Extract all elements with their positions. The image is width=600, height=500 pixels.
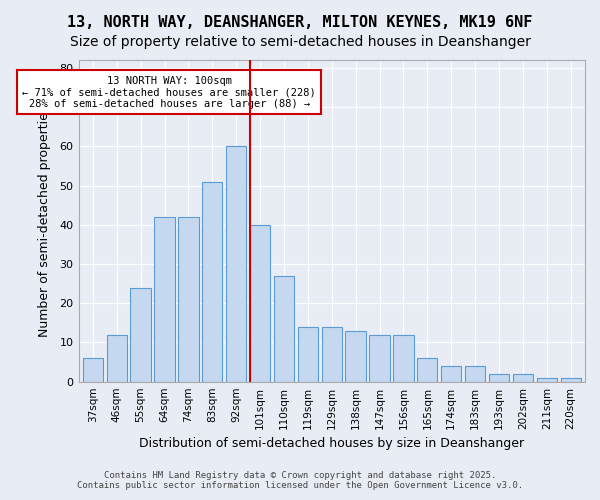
Bar bbox=[417, 358, 437, 382]
Bar bbox=[178, 217, 199, 382]
Bar bbox=[322, 327, 342, 382]
Text: 13 NORTH WAY: 100sqm
← 71% of semi-detached houses are smaller (228)
28% of semi: 13 NORTH WAY: 100sqm ← 71% of semi-detac… bbox=[22, 76, 316, 109]
Bar bbox=[250, 225, 270, 382]
Text: 13, NORTH WAY, DEANSHANGER, MILTON KEYNES, MK19 6NF: 13, NORTH WAY, DEANSHANGER, MILTON KEYNE… bbox=[67, 15, 533, 30]
Bar bbox=[107, 334, 127, 382]
Bar bbox=[489, 374, 509, 382]
Bar bbox=[346, 330, 366, 382]
Bar bbox=[130, 288, 151, 382]
X-axis label: Distribution of semi-detached houses by size in Deanshanger: Distribution of semi-detached houses by … bbox=[139, 437, 524, 450]
Bar bbox=[441, 366, 461, 382]
Bar bbox=[393, 334, 413, 382]
Bar bbox=[370, 334, 389, 382]
Bar bbox=[202, 182, 223, 382]
Bar bbox=[226, 146, 247, 382]
Text: Contains HM Land Registry data © Crown copyright and database right 2025.
Contai: Contains HM Land Registry data © Crown c… bbox=[77, 470, 523, 490]
Bar bbox=[536, 378, 557, 382]
Y-axis label: Number of semi-detached properties: Number of semi-detached properties bbox=[38, 105, 51, 336]
Text: Size of property relative to semi-detached houses in Deanshanger: Size of property relative to semi-detach… bbox=[70, 35, 530, 49]
Bar bbox=[560, 378, 581, 382]
Bar bbox=[298, 327, 318, 382]
Bar bbox=[465, 366, 485, 382]
Bar bbox=[513, 374, 533, 382]
Bar bbox=[274, 276, 294, 382]
Bar bbox=[83, 358, 103, 382]
Bar bbox=[154, 217, 175, 382]
